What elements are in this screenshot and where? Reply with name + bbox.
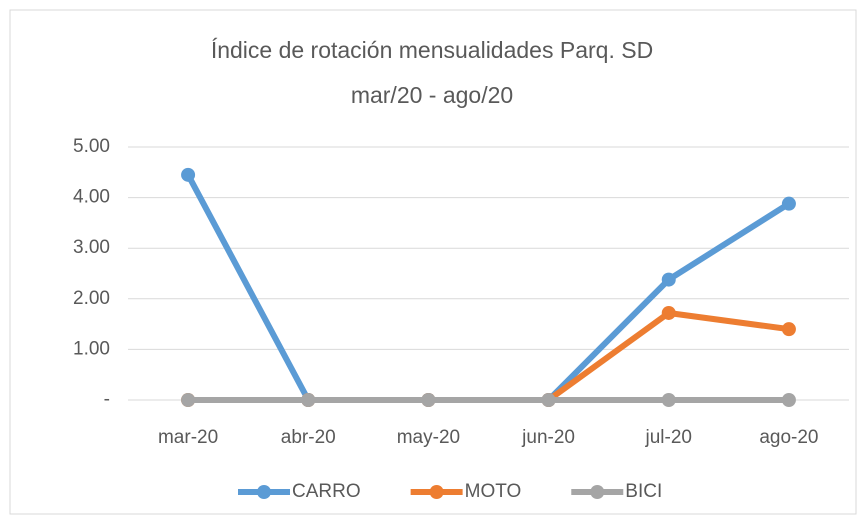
y-tick-label: 3.00 [73,237,110,258]
chart-title: Índice de rotación mensualidades Parq. S… [211,37,653,63]
legend-marker [590,485,605,499]
legend-label: BICI [625,481,662,502]
y-tick-label: 4.00 [73,187,110,208]
legend-marker [429,485,444,499]
y-tick-label: 2.00 [73,288,110,309]
chart-subtitle: mar/20 - ago/20 [351,82,513,108]
y-tick-label: 5.00 [73,136,110,157]
series-marker [181,167,196,182]
x-tick-label: jul-20 [645,427,692,448]
series-marker [781,393,796,407]
x-tick-label: jun-20 [521,427,575,448]
series-marker [781,322,796,337]
legend-marker [257,485,271,499]
x-tick-label: ago-20 [759,427,818,448]
series-marker [301,393,316,407]
series-marker [661,393,676,407]
y-tick-label: - [104,389,110,410]
y-tick-label: 1.00 [73,338,110,359]
x-tick-label: abr-20 [281,427,336,448]
series-marker [541,393,556,407]
x-tick-label: may-20 [397,427,460,448]
chart-frame [9,9,857,515]
x-tick-label: mar-20 [158,427,218,448]
series-marker [781,196,796,211]
legend-label: MOTO [465,481,522,502]
series-marker [661,272,676,287]
series-marker [421,393,436,407]
legend-label: CARRO [292,481,361,502]
series-marker [181,393,196,407]
series-marker [661,305,676,320]
